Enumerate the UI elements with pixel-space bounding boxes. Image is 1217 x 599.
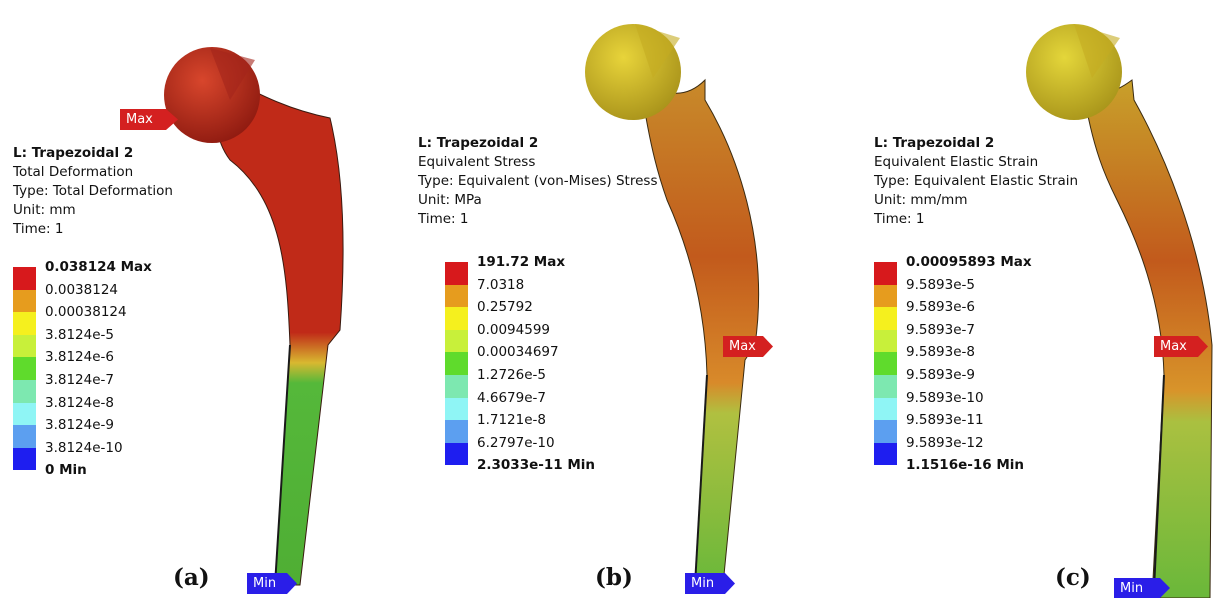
legend-swatch [13, 334, 36, 358]
legend-swatch [445, 374, 468, 398]
legend-label: 1.7121e-8 [477, 412, 547, 429]
panel-caption-b: (b) [595, 564, 633, 591]
legend-label: 9.5893e-5 [906, 276, 976, 293]
legend-swatch [13, 357, 36, 380]
legend-swatch [874, 329, 897, 353]
implant-model-c [1026, 24, 1213, 598]
min-probe-tag-b[interactable]: Min [685, 573, 735, 594]
legend-label: 0.00095893 Max [906, 254, 1032, 270]
result-info-a: L: Trapezoidal 2 Total Deformation Type:… [13, 144, 173, 239]
legend-swatch [874, 284, 897, 308]
legend-label: 0.00038124 [45, 304, 127, 321]
panel-caption-a: (a) [173, 564, 210, 591]
result-time: Time: 1 [418, 211, 469, 227]
implant-model-a [164, 47, 344, 586]
legend-swatch [445, 262, 468, 285]
legend-label: 9.5893e-10 [906, 389, 984, 406]
legend-swatch [445, 352, 468, 375]
legend-label: 1.2726e-5 [477, 366, 547, 383]
legend-swatch [874, 352, 897, 375]
result-time: Time: 1 [13, 221, 64, 237]
legend-label: 9.5893e-6 [906, 299, 976, 316]
analysis-title: L: Trapezoidal 2 [13, 145, 134, 161]
panel-equivalent-elastic-strain: L: Trapezoidal 2 Equivalent Elastic Stra… [812, 0, 1217, 598]
result-type: Type: Equivalent (von-Mises) Stress [418, 173, 658, 189]
legend-label: 0.0038124 [45, 281, 119, 298]
max-probe-tag-a[interactable]: Max [120, 109, 178, 130]
legend-label: 9.5893e-12 [906, 434, 984, 451]
panel-total-deformation: L: Trapezoidal 2 Total Deformation Type:… [0, 0, 405, 598]
legend-swatch [13, 402, 36, 426]
analysis-title: L: Trapezoidal 2 [418, 135, 539, 151]
legend-label: 2.3033e-11 Min [477, 457, 596, 474]
result-unit: Unit: MPa [418, 192, 482, 208]
result-info-c: L: Trapezoidal 2 Equivalent Elastic Stra… [874, 134, 1078, 229]
min-probe-tag-a[interactable]: Min [247, 573, 297, 594]
legend-label: 3.8124e-9 [45, 417, 115, 434]
legend-swatch [445, 329, 468, 353]
legend-label: 191.72 Max [477, 254, 566, 270]
legend-label: 9.5893e-9 [906, 366, 976, 383]
result-unit: Unit: mm [13, 202, 76, 218]
result-name: Equivalent Elastic Strain [874, 154, 1039, 170]
legend-swatch [13, 267, 36, 290]
legend-label: 0.25792 [477, 299, 533, 316]
legend-label: 7.0318 [477, 276, 525, 293]
legend-swatch [874, 442, 897, 466]
legend-label: 3.8124e-7 [45, 371, 115, 388]
legend-swatch [874, 307, 897, 330]
legend-label: 9.5893e-7 [906, 321, 976, 338]
legend-swatch [13, 425, 36, 448]
legend-swatch [13, 379, 36, 403]
legend-swatch [445, 307, 468, 330]
legend-label: 4.6679e-7 [477, 389, 547, 406]
panel-equivalent-stress: L: Trapezoidal 2 Equivalent Stress Type:… [405, 0, 810, 598]
legend-swatch [445, 397, 468, 421]
panel-caption-c: (c) [1055, 564, 1091, 591]
legend-label: 9.5893e-11 [906, 412, 984, 429]
result-info-b: L: Trapezoidal 2 Equivalent Stress Type:… [418, 134, 657, 229]
legend-label: 3.8124e-6 [45, 349, 115, 366]
legend-swatch [874, 420, 897, 443]
max-probe-tag-c[interactable]: Max [1154, 336, 1208, 357]
legend-swatch [13, 312, 36, 335]
legend-label: 0 Min [45, 462, 87, 479]
result-unit: Unit: mm/mm [874, 192, 968, 208]
legend-label: 0.0094599 [477, 321, 551, 338]
min-probe-tag-c[interactable]: Min [1114, 578, 1170, 599]
analysis-title: L: Trapezoidal 2 [874, 135, 995, 151]
legend-label: 1.1516e-16 Min [906, 457, 1025, 474]
legend-swatch [445, 442, 468, 466]
legend-swatch [13, 289, 36, 313]
max-probe-tag-b[interactable]: Max [723, 336, 773, 357]
legend-swatch [445, 420, 468, 443]
legend-label: 0.038124 Max [45, 259, 152, 275]
legend-swatch [874, 374, 897, 398]
implant-model-b [585, 24, 760, 586]
legend-label: 3.8124e-8 [45, 394, 115, 411]
legend-swatch [874, 397, 897, 421]
legend-label: 6.2797e-10 [477, 434, 555, 451]
legend-swatch [874, 262, 897, 285]
legend-label: 3.8124e-5 [45, 326, 115, 343]
legend-label: 9.5893e-8 [906, 344, 976, 361]
result-name: Total Deformation [13, 164, 134, 180]
legend-swatch [13, 447, 36, 471]
legend-label: 0.00034697 [477, 344, 559, 361]
result-type: Type: Total Deformation [13, 183, 173, 199]
result-name: Equivalent Stress [418, 154, 536, 170]
legend-swatch [445, 284, 468, 308]
legend-label: 3.8124e-10 [45, 439, 123, 456]
result-time: Time: 1 [874, 211, 925, 227]
result-type: Type: Equivalent Elastic Strain [874, 173, 1079, 189]
